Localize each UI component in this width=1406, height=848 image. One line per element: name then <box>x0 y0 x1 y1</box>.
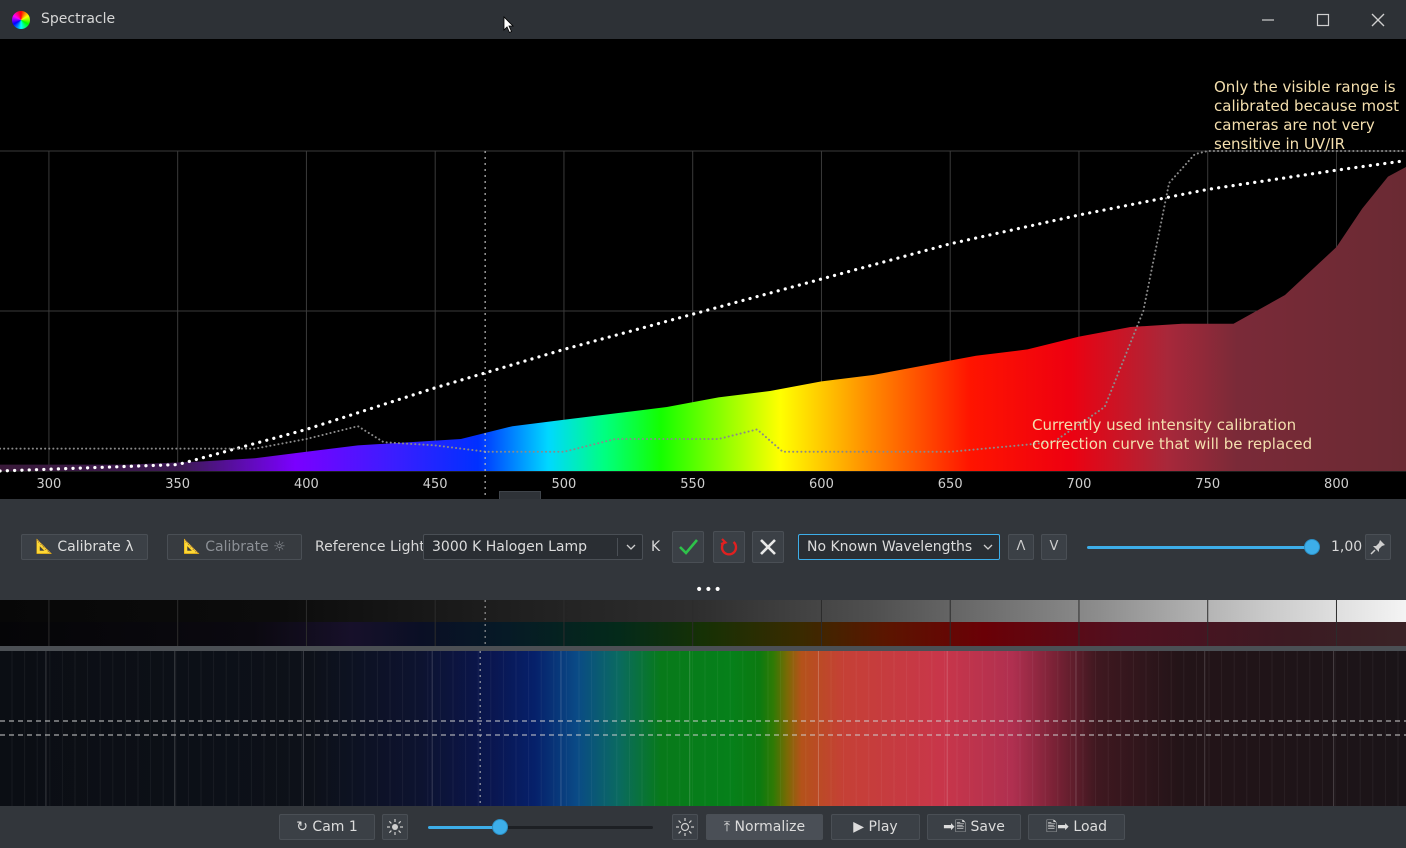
spectrum-intensity-area <box>0 167 1406 471</box>
more-options-handle[interactable]: ••• <box>695 582 723 598</box>
reset-icon <box>720 538 738 556</box>
maximize-icon[interactable] <box>1311 8 1335 32</box>
exposure-slider[interactable] <box>428 826 653 829</box>
x-tick-label: 300 <box>37 477 62 492</box>
close-icon <box>760 539 776 555</box>
camera-overlay <box>0 651 1406 806</box>
load-button[interactable]: 🖹➡ Load <box>1028 814 1125 840</box>
kelvin-unit-label: K <box>651 539 661 555</box>
x-tick-label: 350 <box>165 477 190 492</box>
previous-line-button[interactable]: Λ <box>1008 534 1034 560</box>
gain-value: 1,00 <box>1331 539 1363 555</box>
title-bar: Spectracle <box>0 0 1406 39</box>
correction-curve-annotation: Currently used intensity calibration cor… <box>1032 416 1313 453</box>
reference-light-select[interactable]: 3000 K Halogen Lamp <box>423 534 643 560</box>
chevron-down-icon <box>626 544 636 550</box>
gain-slider-handle[interactable] <box>1304 539 1320 555</box>
cancel-button[interactable] <box>752 531 784 563</box>
exposure-slider-handle[interactable] <box>492 819 508 835</box>
mouse-cursor-icon <box>503 16 514 34</box>
x-tick-label: 800 <box>1324 477 1349 492</box>
reset-button[interactable] <box>713 531 745 563</box>
sun-icon <box>387 819 403 835</box>
strip-grid <box>48 600 1337 646</box>
calibration-controls: 📐 Calibrate λ 📐 Calibrate ☼ Reference Li… <box>0 499 1406 600</box>
gain-slider-fill <box>1087 546 1312 549</box>
bottom-toolbar: ↻ Cam 1 ⤒ Normalize ▶ Play ➡🖹 Save 🖹➡ Lo… <box>0 806 1406 848</box>
reference-curve-line <box>0 159 1406 473</box>
intensity-strip <box>0 600 1406 622</box>
exposure-slider-fill <box>428 826 500 829</box>
x-tick-label: 700 <box>1067 477 1092 492</box>
spectrum-chart: 300 350 400 450 500 550 600 650 700 750 800 <box>0 150 1406 499</box>
spectrum-plot[interactable]: 300 350 400 450 500 550 600 650 700 750 800 Only t… <box>0 39 1406 517</box>
accept-button[interactable] <box>672 531 704 563</box>
visible-range-annotation: Only the visible range is calibrated bec… <box>1214 78 1400 153</box>
x-tick-label: 400 <box>294 477 319 492</box>
sun-icon <box>676 818 694 836</box>
window-title: Spectracle <box>41 11 116 27</box>
reference-light-value: 3000 K Halogen Lamp <box>432 539 587 555</box>
checkmark-icon <box>679 539 698 555</box>
chevron-down-icon <box>983 544 993 550</box>
save-button[interactable]: ➡🖹 Save <box>927 814 1021 840</box>
auto-exposure-button[interactable] <box>382 814 408 840</box>
camera-preview[interactable] <box>0 651 1406 806</box>
x-tick-label: 600 <box>809 477 834 492</box>
reference-light-label: Reference Light <box>315 539 425 555</box>
x-tick-label: 550 <box>680 477 705 492</box>
color-spectrum-strip <box>0 622 1406 646</box>
normalize-button[interactable]: ⤒ Normalize <box>706 814 823 840</box>
known-wavelengths-value: No Known Wavelengths <box>807 539 973 555</box>
minimize-icon[interactable] <box>1256 8 1280 32</box>
next-line-button[interactable]: V <box>1041 534 1067 560</box>
close-icon[interactable] <box>1366 8 1390 32</box>
strip-divider[interactable] <box>0 646 1406 651</box>
x-tick-label: 500 <box>552 477 577 492</box>
known-wavelengths-select[interactable]: No Known Wavelengths <box>798 534 1000 560</box>
calibrate-intensity-button[interactable]: 📐 Calibrate ☼ <box>167 534 302 560</box>
x-tick-label: 750 <box>1195 477 1220 492</box>
combo-separator <box>617 538 618 556</box>
x-tick-label: 450 <box>423 477 448 492</box>
camera-select-button[interactable]: ↻ Cam 1 <box>279 814 375 840</box>
calibrate-wavelength-button[interactable]: 📐 Calibrate λ <box>21 534 148 560</box>
spectrum-rainbow-icon <box>12 11 30 29</box>
correction-curve-line <box>0 150 1406 453</box>
x-tick-label: 650 <box>938 477 963 492</box>
pin-button[interactable] <box>1365 534 1391 560</box>
play-button[interactable]: ▶ Play <box>831 814 920 840</box>
brightness-button[interactable] <box>672 814 698 840</box>
pin-icon <box>1370 540 1385 555</box>
